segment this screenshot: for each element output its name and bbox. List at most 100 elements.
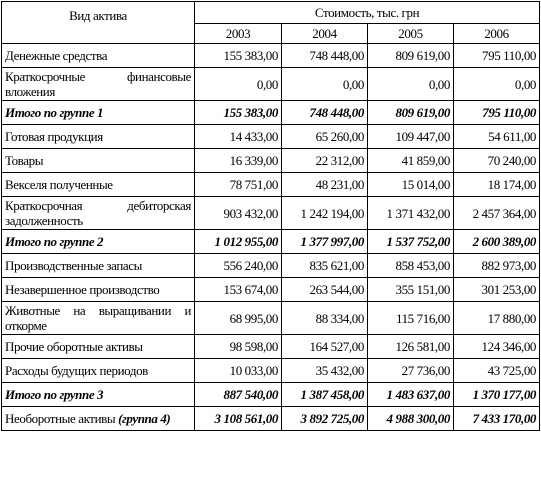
row-label: Животные на выращивании и откорме (1, 301, 195, 335)
value-cell: 903 432,00 (194, 196, 282, 230)
row-label: Краткосрочная дебиторская задолженность (1, 196, 195, 230)
table-row: Готовая продукция 14 433,00 65 260,00 109 4… (1, 124, 541, 149)
label-text: Незавершенное производство (5, 282, 160, 297)
label-text: Денежные средства (5, 48, 108, 63)
value-cell: 14 433,00 (194, 124, 282, 149)
value-cell: 882 973,00 (452, 253, 541, 278)
year-cell: 2006 (452, 23, 541, 44)
row-label: Краткосрочные финансовые вложения (1, 67, 195, 101)
label-text: Необоротные активы (5, 411, 116, 426)
label-text: Итого по группе 3 (5, 387, 104, 402)
value-cell: 263 544,00 (281, 277, 368, 302)
value-cell: 3 892 725,00 (281, 406, 368, 431)
value-cell: 88 334,00 (281, 301, 368, 335)
value-cell: 2 457 364,00 (452, 196, 541, 230)
label-text: Краткосрочные финансовые вложения (5, 69, 191, 99)
row-label: Итого по группе 1 (1, 100, 195, 125)
label-text: Расходы будущих периодов (5, 363, 148, 378)
year-cell: 2005 (367, 23, 454, 44)
row-label: Товары (1, 148, 195, 173)
label-text: Животные на выращивании и откорме (5, 303, 191, 333)
table-row: Животные на выращивании и откорме 68 995,… (1, 301, 541, 335)
value-cell: 164 527,00 (281, 334, 368, 359)
value-cell: 115 716,00 (367, 301, 454, 335)
value-cell: 124 346,00 (452, 334, 541, 359)
value-cell: 155 383,00 (194, 100, 282, 125)
label-text: Готовая продукция (5, 129, 103, 144)
row-label: Необоротные активы (группа 4) (1, 406, 195, 431)
table-row: Краткосрочная дебиторская задолженность 9… (1, 196, 541, 230)
value-cell: 22 312,00 (281, 148, 368, 173)
value-cell: 835 621,00 (281, 253, 368, 278)
value-cell: 887 540,00 (194, 382, 282, 407)
value-cell: 7 433 170,00 (452, 406, 541, 431)
value-cell: 18 174,00 (452, 172, 541, 197)
table-row: Итого по группе 2 1 012 955,00 1 377 997,0… (1, 229, 541, 254)
table-row: Итого по группе 1 155 383,00 748 448,00 809… (1, 100, 541, 125)
year-cell: 2004 (281, 23, 368, 44)
value-cell: 78 751,00 (194, 172, 282, 197)
table-row: Векселя полученные 78 751,00 48 231,00 15 0… (1, 172, 541, 197)
value-cell: 748 448,00 (281, 100, 368, 125)
value-cell: 1 377 997,00 (281, 229, 368, 254)
header-cell: Стоимость, тыс. грн (193, 1, 541, 24)
value-cell: 1 012 955,00 (194, 229, 282, 254)
value-cell: 748 448,00 (281, 43, 368, 68)
year-cell: 2003 (194, 23, 282, 44)
table-row: Расходы будущих периодов 10 033,00 35 432,… (1, 358, 541, 383)
value-cell: 109 447,00 (367, 124, 454, 149)
asset-table: Вид актива Стоимость, тыс. грн 2003 2004 2… (1, 1, 541, 431)
value-cell: 126 581,00 (367, 334, 454, 359)
value-cell: 1 242 194,00 (281, 196, 368, 230)
value-cell: 10 033,00 (194, 358, 282, 383)
value-cell: 16 339,00 (194, 148, 282, 173)
value-cell: 0,00 (194, 67, 282, 101)
row-label: Итого по группе 3 (1, 382, 195, 407)
value-cell: 795 110,00 (452, 100, 541, 125)
value-cell: 153 674,00 (194, 277, 282, 302)
row-label: Расходы будущих периодов (1, 358, 195, 383)
table-row: Краткосрочные финансовые вложения 0,00 0,0… (1, 67, 541, 101)
value-cell: 0,00 (281, 67, 368, 101)
value-cell: 0,00 (367, 67, 454, 101)
value-cell: 48 231,00 (281, 172, 368, 197)
value-cell: 556 240,00 (194, 253, 282, 278)
label-text: Итого по группе 1 (5, 105, 104, 120)
value-cell: 1 387 458,00 (281, 382, 368, 407)
value-cell: 70 240,00 (452, 148, 541, 173)
value-cell: 1 371 432,00 (367, 196, 454, 230)
value-cell: 41 859,00 (367, 148, 454, 173)
row-label: Прочие оборотные активы (1, 334, 195, 359)
label-text: Итого по группе 2 (5, 234, 104, 249)
label-text: Векселя полученные (5, 177, 113, 192)
value-cell: 43 725,00 (452, 358, 541, 383)
table-row: Производственные запасы 556 240,00 835 621… (1, 253, 541, 278)
header-row: Вид актива Стоимость, тыс. грн (1, 1, 541, 44)
table-row: Незавершенное производство 153 674,00 263 … (1, 277, 541, 302)
label-note: (группа 4) (118, 411, 171, 426)
value-cell: 15 014,00 (367, 172, 454, 197)
value-cell: 809 619,00 (367, 100, 454, 125)
value-cell: 1 537 752,00 (367, 229, 454, 254)
row-label: Производственные запасы (1, 253, 195, 278)
value-cell: 68 995,00 (194, 301, 282, 335)
value-cell: 27 736,00 (367, 358, 454, 383)
row-label: Векселя полученные (1, 172, 195, 197)
row-label: Готовая продукция (1, 124, 195, 149)
value-cell: 858 453,00 (367, 253, 454, 278)
table-body: Вид актива Стоимость, тыс. грн 2003 2004 2… (1, 1, 541, 431)
label-text: Товары (5, 153, 44, 168)
value-cell: 17 880,00 (452, 301, 541, 335)
value-cell: 54 611,00 (452, 124, 541, 149)
page: Вид актива Стоимость, тыс. грн 2003 2004 2… (1, 1, 541, 431)
value-cell: 65 260,00 (281, 124, 368, 149)
table-row: Итого по группе 3 887 540,00 1 387 458,00 1… (1, 382, 541, 407)
value-cell: 3 108 561,00 (194, 406, 282, 431)
row-label: Денежные средства (1, 43, 195, 68)
value-cell: 35 432,00 (281, 358, 368, 383)
table-row: Необоротные активы (группа 4) 3 108 561,0… (1, 406, 541, 431)
value-cell: 98 598,00 (194, 334, 282, 359)
value-cell: 155 383,00 (194, 43, 282, 68)
label-text: Производственные запасы (5, 258, 142, 273)
value-cell: 0,00 (452, 67, 541, 101)
